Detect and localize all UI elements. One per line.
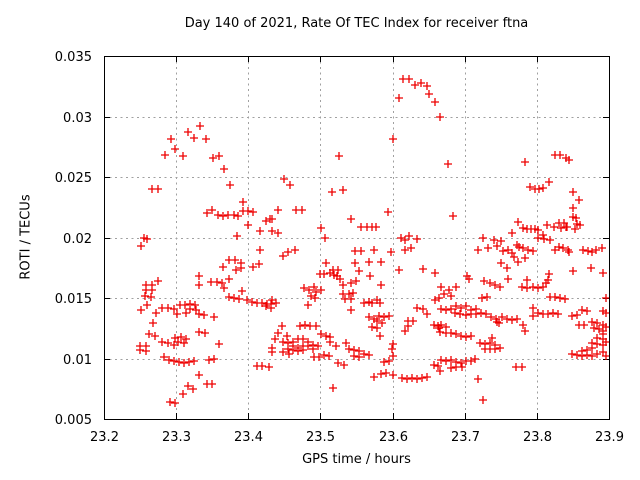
data-points (136, 75, 609, 407)
data-point-markers (136, 75, 609, 407)
x-tick-label: 23.2 (90, 430, 119, 445)
x-tick-label: 23.7 (451, 430, 480, 445)
x-tick-label: 23.8 (523, 430, 552, 445)
y-tick-label: 0.015 (55, 292, 92, 307)
x-tick-label: 23.4 (234, 430, 263, 445)
chart-title: Day 140 of 2021, Rate Of TEC Index for r… (184, 16, 529, 31)
y-tick-label: 0.01 (63, 353, 92, 368)
x-tick-label: 23.5 (306, 430, 335, 445)
x-axis-label: GPS time / hours (302, 452, 411, 467)
y-tick-label: 0.025 (55, 171, 92, 186)
y-tick-label: 0.03 (63, 111, 92, 126)
y-tick-label: 0.035 (55, 50, 92, 65)
plot-border (104, 56, 610, 420)
y-tick-label: 0.02 (63, 232, 92, 247)
y-tick-label: 0.005 (55, 413, 92, 428)
x-tick-label: 23.6 (379, 430, 408, 445)
x-tick-label: 23.3 (162, 430, 191, 445)
x-tick-label: 23.9 (595, 430, 624, 445)
